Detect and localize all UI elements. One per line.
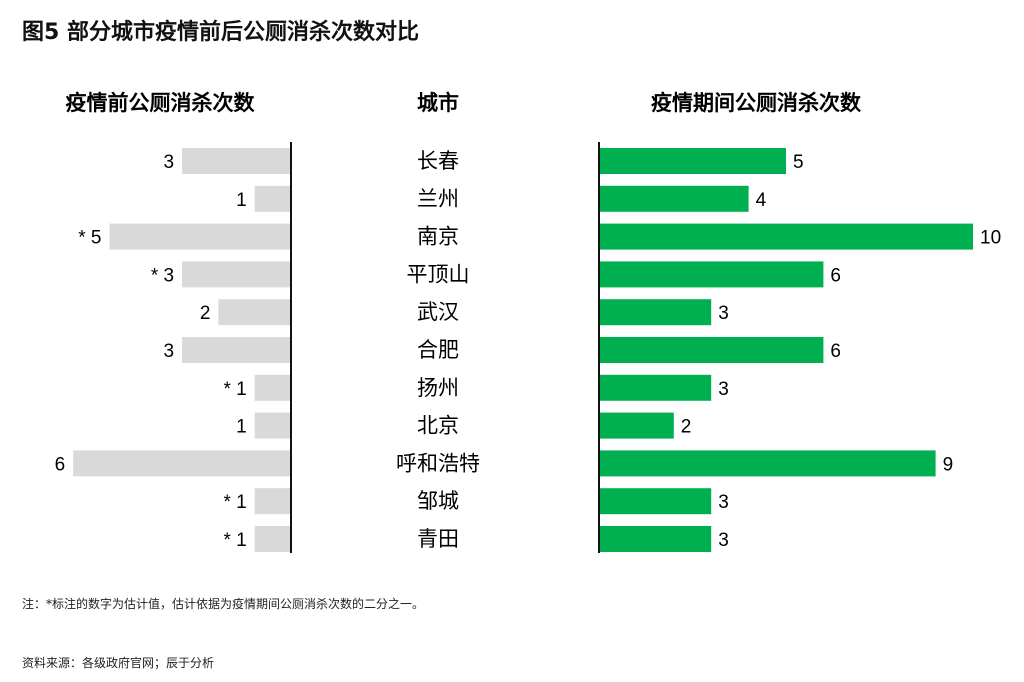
before-bar <box>182 261 291 288</box>
before-value-label: * 3 <box>151 265 174 286</box>
during-bar <box>599 488 712 515</box>
before-value-label: 1 <box>236 417 247 438</box>
city-label: 合肥 <box>417 338 459 362</box>
before-bar <box>73 450 291 477</box>
during-bar <box>599 526 712 552</box>
center-header: 城市 <box>417 91 459 115</box>
during-bar <box>599 412 674 439</box>
before-bar <box>109 223 291 250</box>
before-bar <box>254 526 291 552</box>
during-bar <box>599 450 936 477</box>
city-label: 呼和浩特 <box>396 451 480 475</box>
during-bar <box>599 374 712 401</box>
before-value-label: 3 <box>164 152 175 173</box>
before-bar <box>218 299 291 326</box>
during-value-label: 9 <box>943 454 954 475</box>
during-value-label: 5 <box>793 152 804 173</box>
during-value-label: 4 <box>756 190 767 211</box>
city-label: 武汉 <box>417 300 459 324</box>
before-bar <box>254 374 291 401</box>
before-bar <box>254 488 291 515</box>
before-value-label: * 5 <box>78 228 101 249</box>
before-bar <box>254 412 291 439</box>
city-label: 邹城 <box>417 489 459 513</box>
footnote: 注：*标注的数字为估计值，估计依据为疫情期间公厕消杀次数的二分之一。 <box>22 597 425 611</box>
city-label: 青田 <box>417 527 459 551</box>
during-value-label: 2 <box>681 417 692 438</box>
before-bar <box>182 337 291 363</box>
during-value-label: 3 <box>718 379 729 400</box>
city-label: 扬州 <box>417 376 459 400</box>
during-bar <box>599 337 824 363</box>
during-bar <box>599 185 749 212</box>
city-label: 兰州 <box>417 187 459 211</box>
source-note: 资料来源：各级政府官网；辰于分析 <box>22 656 215 670</box>
before-value-label: * 1 <box>223 530 246 551</box>
city-label: 南京 <box>417 225 459 249</box>
before-value-label: * 1 <box>223 379 246 400</box>
before-bar <box>182 148 291 174</box>
before-value-label: 1 <box>236 190 247 211</box>
during-value-label: 3 <box>718 530 729 551</box>
during-value-label: 3 <box>718 492 729 513</box>
during-bar <box>599 223 973 250</box>
city-label: 北京 <box>417 414 459 438</box>
right-header: 疫情期间公厕消杀次数 <box>651 91 862 115</box>
city-label: 平顶山 <box>407 262 470 286</box>
during-bar <box>599 148 786 174</box>
before-value-label: 3 <box>164 341 175 362</box>
chart-title: 图5 部分城市疫情前后公厕消杀次数对比 <box>22 20 419 45</box>
during-value-label: 3 <box>718 303 729 324</box>
before-value-label: * 1 <box>223 492 246 513</box>
before-value-label: 2 <box>200 303 211 324</box>
city-label: 长春 <box>417 149 459 173</box>
during-value-label: 6 <box>830 265 841 286</box>
left-header: 疫情前公厕消杀次数 <box>66 91 256 115</box>
during-value-label: 6 <box>830 341 841 362</box>
during-bar <box>599 299 712 326</box>
before-bar <box>254 185 291 212</box>
during-bar <box>599 261 824 288</box>
before-value-label: 6 <box>55 454 66 475</box>
during-value-label: 10 <box>980 228 1001 249</box>
